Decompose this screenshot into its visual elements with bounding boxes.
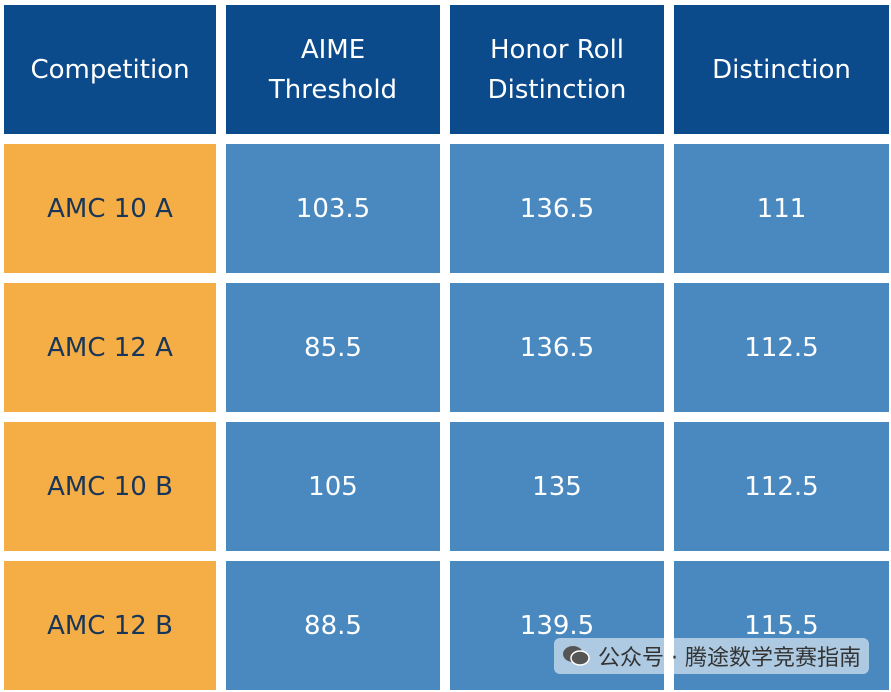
header-cell-text: Honor Roll Distinction bbox=[487, 34, 627, 105]
row-label: AMC 10 B bbox=[4, 422, 216, 551]
header-cell-text: AIME Threshold bbox=[268, 34, 398, 105]
value-cell-text: 111 bbox=[756, 193, 807, 224]
wechat-icon bbox=[563, 646, 590, 666]
value-cell-text: 85.5 bbox=[304, 332, 362, 363]
value-cell: 88.5 bbox=[226, 561, 440, 690]
value-cell: 111 bbox=[674, 144, 889, 273]
watermark-text: 公众号 · 腾途数学竞赛指南 bbox=[598, 646, 861, 671]
value-cell-text: 112.5 bbox=[744, 332, 819, 363]
value-cell-text: 105 bbox=[308, 471, 358, 502]
value-cell-text: 136.5 bbox=[519, 193, 595, 224]
row-label-text: AMC 10 B bbox=[47, 471, 173, 502]
header-cell: Distinction bbox=[674, 5, 889, 134]
row-label: AMC 12 B bbox=[4, 561, 216, 690]
watermark: 公众号 · 腾途数学竞赛指南 bbox=[554, 638, 869, 674]
header-cell-text: Competition bbox=[30, 54, 190, 85]
value-cell: 112.5 bbox=[674, 422, 889, 551]
header-cell: AIME Threshold bbox=[226, 5, 440, 134]
value-cell-text: 115.5 bbox=[744, 610, 819, 641]
value-cell: 112.5 bbox=[674, 283, 889, 412]
value-cell: 105 bbox=[226, 422, 440, 551]
value-cell-text: 139.5 bbox=[519, 610, 595, 641]
value-cell: 85.5 bbox=[226, 283, 440, 412]
value-cell-text: 103.5 bbox=[295, 193, 371, 224]
row-label: AMC 10 A bbox=[4, 144, 216, 273]
value-cell-text: 88.5 bbox=[304, 610, 362, 641]
value-cell-text: 136.5 bbox=[519, 332, 595, 363]
score-table: Competition AIME Threshold Honor Roll Dist… bbox=[4, 5, 889, 690]
header-cell-text: Distinction bbox=[712, 54, 851, 85]
value-cell-text: 112.5 bbox=[744, 471, 819, 502]
value-cell: 103.5 bbox=[226, 144, 440, 273]
value-cell-text: 135 bbox=[532, 471, 582, 502]
value-cell: 135 bbox=[450, 422, 664, 551]
row-label-text: AMC 12 B bbox=[47, 610, 173, 641]
row-label-text: AMC 10 A bbox=[47, 193, 173, 224]
value-cell: 136.5 bbox=[450, 144, 664, 273]
header-cell: Honor Roll Distinction bbox=[450, 5, 664, 134]
row-label: AMC 12 A bbox=[4, 283, 216, 412]
value-cell: 136.5 bbox=[450, 283, 664, 412]
header-cell: Competition bbox=[4, 5, 216, 134]
row-label-text: AMC 12 A bbox=[47, 332, 173, 363]
